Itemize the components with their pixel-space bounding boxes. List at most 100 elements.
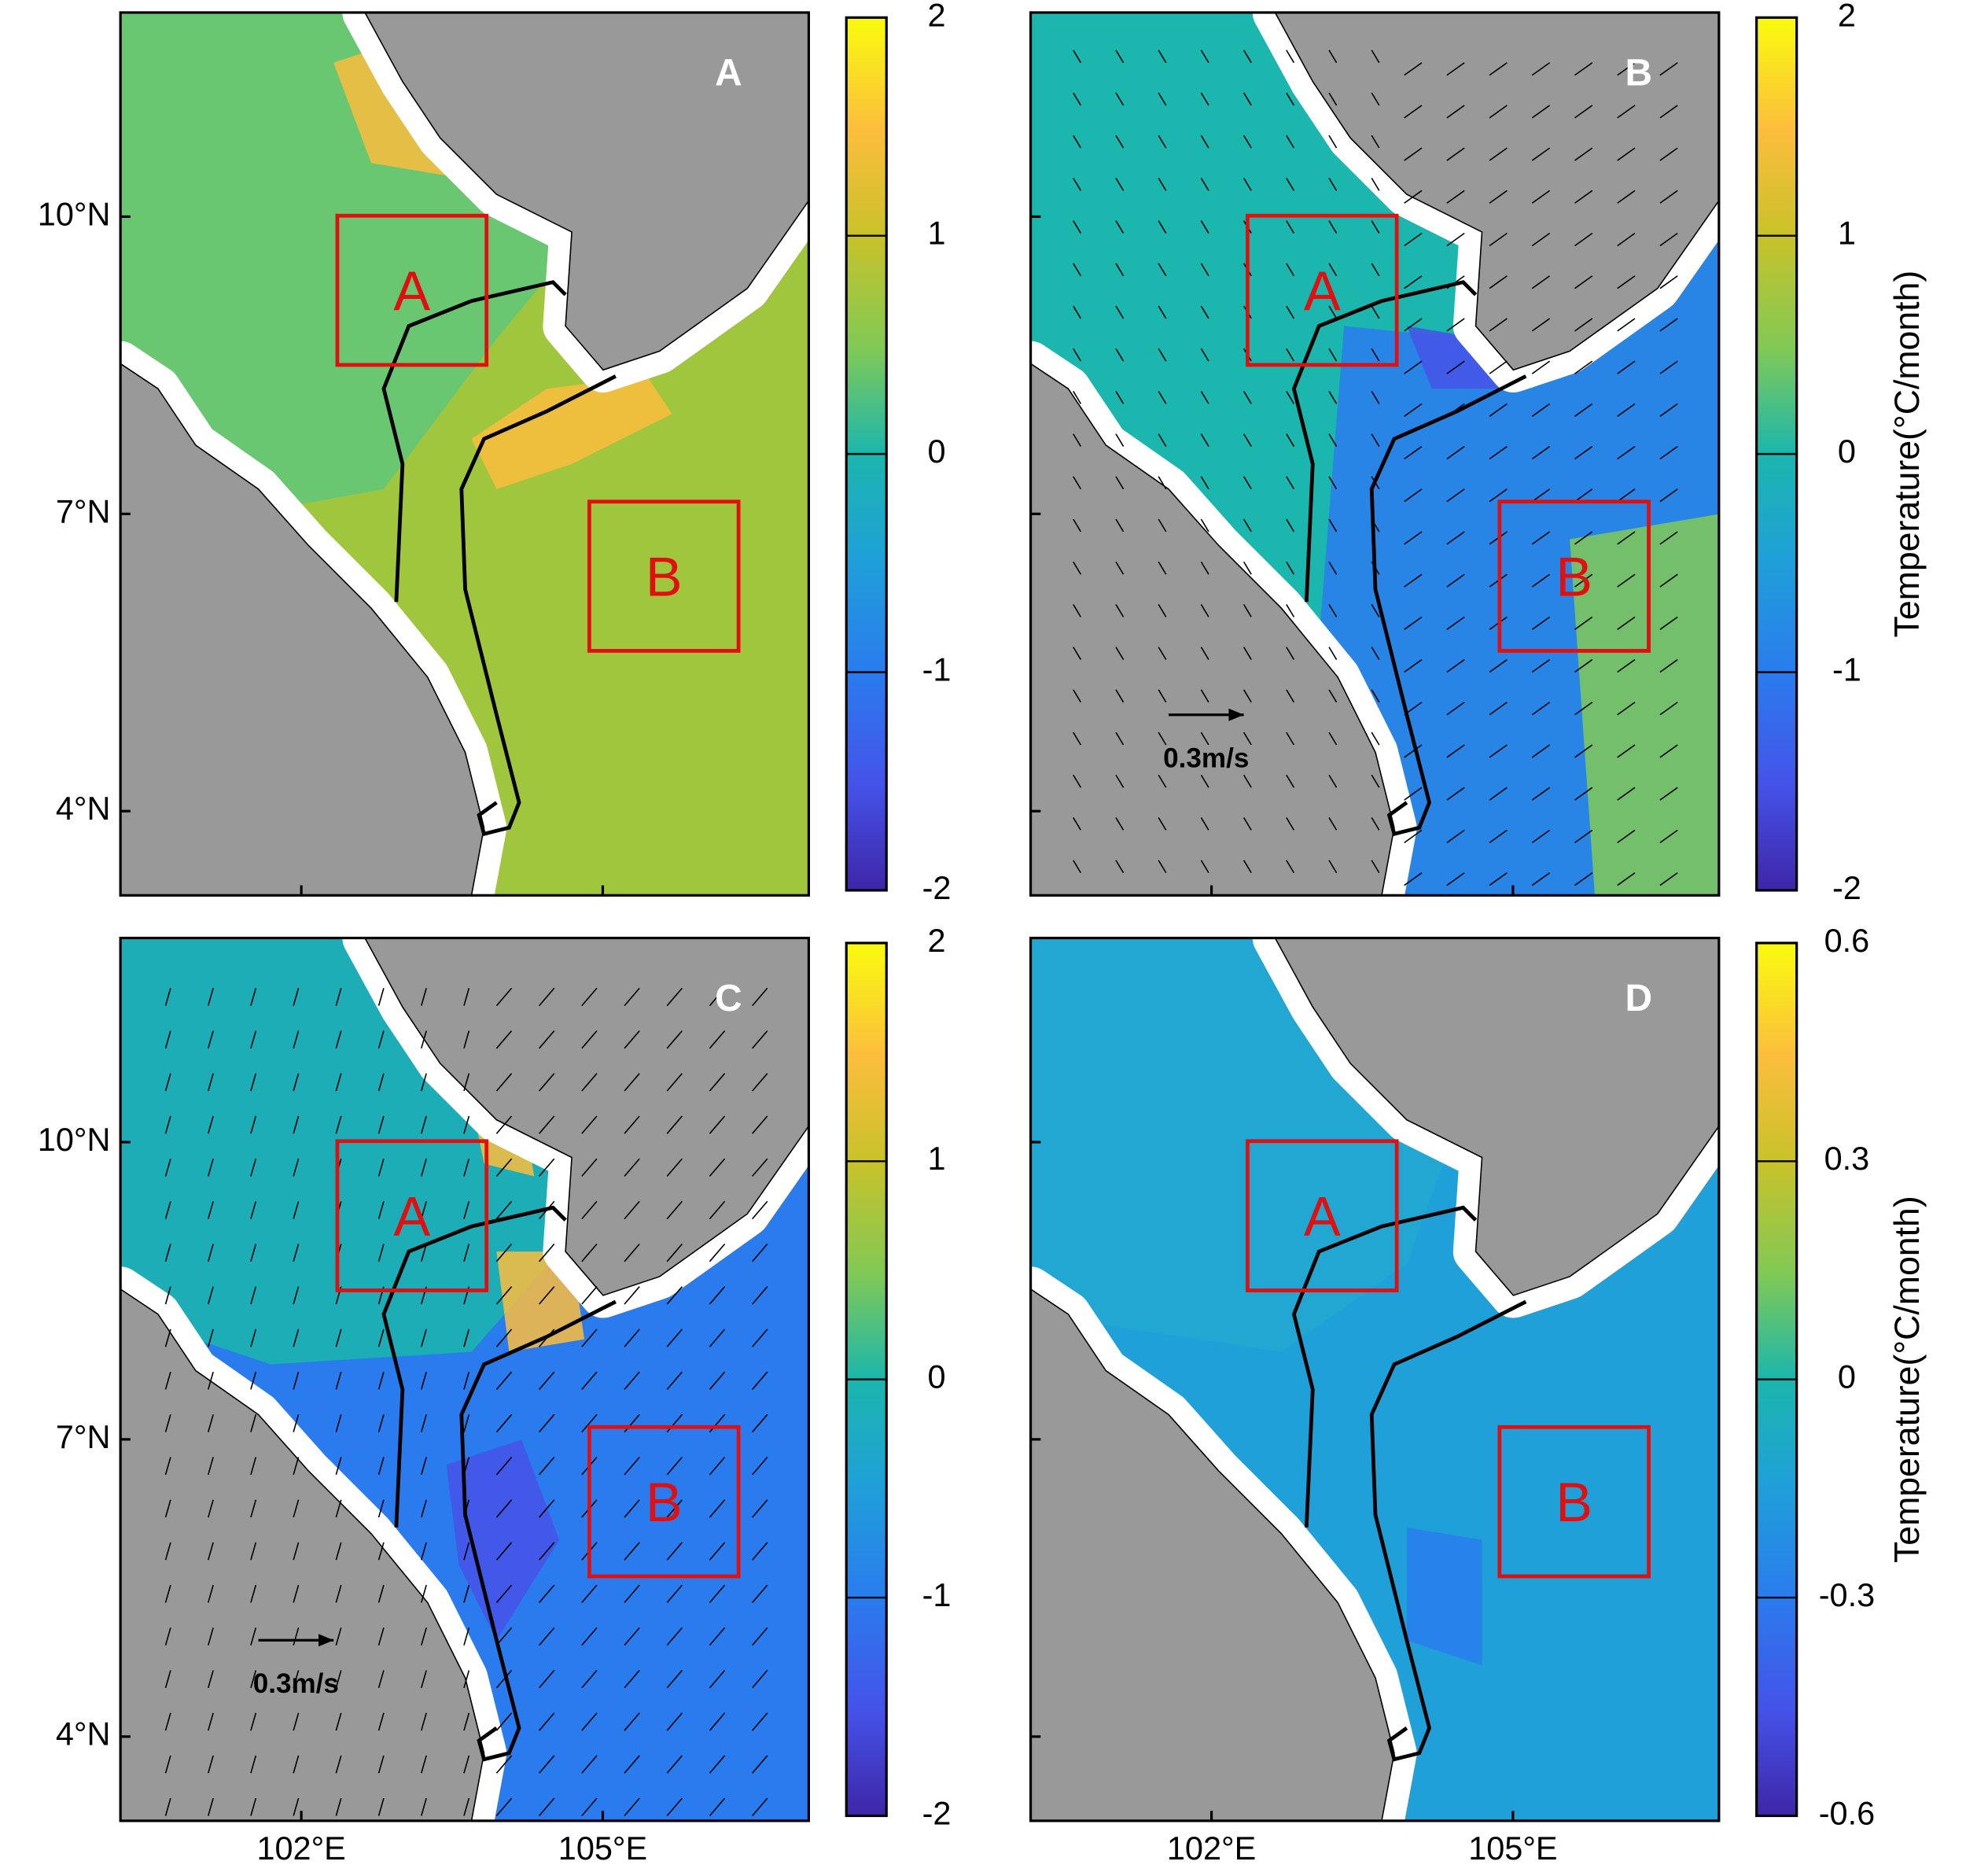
current-vector: [539, 1499, 555, 1518]
current-vector: [335, 1670, 342, 1689]
panel-frame: [119, 936, 810, 1823]
current-vector: [1286, 177, 1295, 191]
current-vector: [1659, 232, 1678, 247]
current-vector: [207, 1499, 214, 1518]
region-label: A: [393, 1186, 430, 1248]
current-vector: [421, 1797, 427, 1816]
region-box: [587, 499, 741, 653]
current-vector: [495, 1712, 513, 1731]
current-vector: [1489, 360, 1508, 374]
current-vector: [709, 1158, 726, 1177]
current-vector: [1286, 390, 1295, 404]
current-vector: [1404, 360, 1423, 374]
map-area: [120, 12, 809, 896]
panel-frame: [119, 11, 810, 897]
current-vector: [1200, 220, 1209, 234]
current-vector: [539, 1584, 555, 1603]
current-vector: [709, 1030, 726, 1049]
current-vector: [377, 1712, 385, 1731]
land: [1274, 938, 1719, 1296]
current-vector: [164, 1584, 171, 1603]
current-vector: [1371, 135, 1380, 149]
current-vector: [1243, 817, 1252, 831]
current-vector: [1617, 573, 1636, 588]
current-vector: [164, 1201, 171, 1219]
map-area: [1030, 12, 1719, 896]
current-vector: [463, 1371, 470, 1390]
current-vector: [335, 1755, 342, 1774]
current-vector: [495, 1286, 513, 1305]
current-vector: [250, 1201, 257, 1219]
current-vector: [1446, 62, 1465, 76]
current-vector: [1659, 658, 1678, 673]
current-vector: [335, 1627, 342, 1646]
current-vector: [1617, 360, 1636, 374]
current-vector: [1328, 92, 1338, 106]
lon-tick-label: 102°E: [1167, 1830, 1256, 1867]
current-vector: [1158, 604, 1167, 617]
current-vector: [463, 1584, 470, 1603]
front-line: [1291, 1205, 1527, 1762]
current-vector: [1574, 275, 1593, 289]
current-vector: [1286, 817, 1295, 831]
current-vector: [463, 1670, 470, 1689]
current-vector: [495, 1755, 513, 1774]
current-vector: [1286, 433, 1295, 447]
current-vector: [377, 1244, 385, 1262]
current-vector: [1659, 318, 1678, 332]
colorbar-label: Temperature(°C/month): [1888, 271, 1927, 638]
current-vector: [463, 1414, 470, 1432]
current-vector: [250, 1712, 257, 1731]
current-vector: [1115, 305, 1125, 319]
current-vector: [1243, 135, 1252, 149]
current-vector: [1531, 445, 1551, 460]
current-vector: [1073, 774, 1082, 788]
current-vector: [335, 1499, 342, 1518]
current-vector: [1115, 92, 1125, 106]
current-vector: [752, 1542, 768, 1561]
current-vector: [1371, 177, 1380, 191]
current-vector: [164, 1329, 171, 1347]
current-vector: [421, 1457, 427, 1476]
current-vector: [581, 1030, 598, 1049]
colorbar-tick-label: -0.6: [1819, 1794, 1875, 1831]
current-vector: [377, 1627, 385, 1646]
current-vector: [250, 1030, 257, 1049]
current-vector: [1574, 829, 1593, 843]
current-vector: [335, 1030, 342, 1049]
current-vector: [335, 1115, 342, 1134]
current-vector: [1073, 390, 1082, 404]
current-vector: [1574, 488, 1593, 503]
current-vector: [421, 1627, 427, 1646]
current-vector: [377, 1030, 385, 1049]
current-vector: [207, 1201, 214, 1219]
current-vector: [1286, 220, 1295, 234]
panel-frame: [1029, 936, 1721, 1823]
current-vector: [421, 1542, 427, 1561]
current-vector: [495, 1584, 513, 1603]
current-vector: [1328, 604, 1338, 617]
current-vector: [1073, 220, 1082, 234]
current-vector: [377, 1371, 385, 1390]
current-vector: [752, 1670, 768, 1689]
current-vector: [1115, 50, 1125, 64]
current-vector: [1200, 774, 1209, 788]
current-vector: [1489, 190, 1508, 204]
current-vector: [666, 1243, 683, 1262]
current-vector: [1659, 872, 1678, 886]
current-vector: [709, 1115, 726, 1134]
current-vector: [539, 1755, 555, 1774]
current-vector: [1404, 744, 1423, 758]
current-vector: [624, 1371, 640, 1390]
current-vector: [1200, 92, 1209, 106]
current-vector: [1328, 476, 1338, 490]
current-vector: [1073, 177, 1082, 191]
current-vector: [624, 1670, 640, 1689]
current-vector: [1489, 744, 1508, 758]
current-vector: [293, 1286, 300, 1305]
region-box: [335, 1139, 489, 1292]
current-vector: [1489, 488, 1508, 503]
current-vector: [1574, 190, 1593, 204]
current-vector: [666, 1797, 683, 1816]
current-vector: [1158, 305, 1167, 319]
